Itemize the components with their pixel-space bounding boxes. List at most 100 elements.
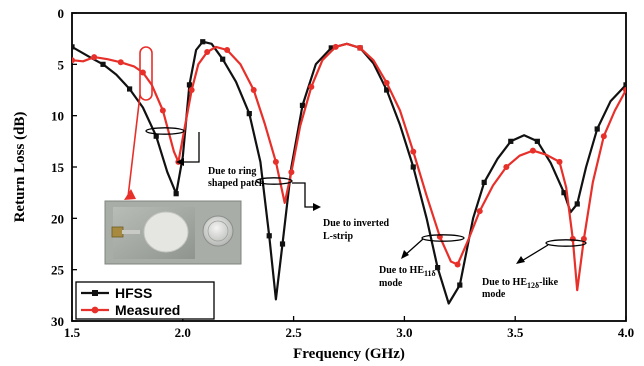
measured-marker <box>569 235 576 242</box>
x-tick-label: 3.0 <box>396 325 412 340</box>
measured-marker <box>159 107 166 114</box>
photo-pointer <box>127 46 153 198</box>
annotation-ring-patch-line2: shaped patch <box>208 178 265 189</box>
measured-marker <box>600 133 607 140</box>
arrow-ring-patch <box>178 132 200 163</box>
hfss-marker <box>220 56 226 62</box>
hfss-marker <box>481 179 487 185</box>
measured-marker <box>117 59 124 66</box>
hfss-marker <box>534 138 540 144</box>
hfss-marker <box>72 44 75 50</box>
annotation-he11-line2: mode <box>379 278 403 289</box>
y-tick-label: 5 <box>58 57 65 72</box>
measured-marker <box>91 306 99 314</box>
hfss-marker <box>410 164 416 170</box>
dra-cylinder <box>143 211 189 253</box>
x-tick-label: 2.5 <box>285 325 302 340</box>
hfss-marker <box>173 191 179 197</box>
arrow-heads <box>176 158 525 264</box>
measured-outline <box>139 46 153 101</box>
measured-marker <box>188 87 195 93</box>
measured-marker <box>91 54 98 61</box>
legend-label: Measured <box>115 302 180 318</box>
measured-marker <box>72 57 75 64</box>
hfss-marker <box>574 201 580 207</box>
measured-marker <box>139 69 146 76</box>
y-tick-label: 30 <box>51 314 64 329</box>
ellipse-he11 <box>421 234 465 242</box>
hfss-marker <box>594 126 600 132</box>
hfss-marker <box>153 133 159 139</box>
annotation-he11-line1: Due to HE11δ <box>379 265 436 278</box>
x-tick-label: 3.5 <box>507 325 524 340</box>
x-tick-label: 4.0 <box>618 325 634 340</box>
measured-marker <box>556 158 563 165</box>
hfss-marker <box>561 190 567 196</box>
measured-marker <box>250 87 257 93</box>
measured-marker <box>308 83 315 90</box>
hfss-marker <box>435 265 441 271</box>
annotation-inverted-l-line1: Due to inverted <box>323 218 390 229</box>
feed-strip <box>122 230 140 234</box>
y-tick-label: 15 <box>51 160 65 175</box>
x-axis-label: Frequency (GHz) <box>293 346 405 362</box>
hfss-marker <box>246 111 252 117</box>
measured-marker <box>357 44 364 51</box>
sma-connector <box>111 226 124 238</box>
hfss-marker <box>127 86 133 92</box>
hfss-marker <box>92 290 98 296</box>
hfss-marker <box>328 45 334 51</box>
hfss-marker <box>100 61 106 67</box>
measured-marker <box>272 158 279 165</box>
y-tick-label: 25 <box>51 263 65 278</box>
measured-marker <box>454 261 461 268</box>
plot-frame <box>71 12 627 322</box>
measured-marker <box>410 148 417 155</box>
x-tick-label: 1.5 <box>64 325 81 340</box>
photo-arrow-line <box>127 94 141 198</box>
y-tick-label: 10 <box>51 109 64 124</box>
measured-marker <box>224 46 231 53</box>
ellipse-inverted-l <box>255 177 293 185</box>
legend-label: HFSS <box>115 285 152 301</box>
y-tick-label: 0 <box>58 6 65 21</box>
photo-arrow-head <box>124 189 136 200</box>
hfss-marker <box>266 233 272 239</box>
legend-box <box>75 281 215 320</box>
arrow-inverted-l <box>292 182 318 208</box>
x-tick-label: 2.0 <box>175 325 191 340</box>
annotation-he12-line1: Due to HE12δ-like <box>482 277 559 290</box>
measured-marker <box>529 147 536 154</box>
ellipse-ring-patch <box>145 127 185 135</box>
hfss-marker <box>299 102 306 108</box>
annotation-ring-patch-line1: Due to ring <box>208 166 256 177</box>
hfss-marker <box>186 82 193 88</box>
axis-ticks: 1.5 2.0 2.5 3.0 3.5 4.0 0 5 10 15 20 25 30 <box>51 6 634 340</box>
hfss-marker <box>200 39 206 45</box>
annotation-inverted-l-line2: L-strip <box>323 231 353 242</box>
annotation-he12-line2: mode <box>482 289 506 300</box>
series-hfss <box>72 39 626 305</box>
y-tick-label: 20 <box>51 211 64 226</box>
measured-marker <box>503 164 510 170</box>
y-axis-label: Return Loss (dB) <box>12 112 28 223</box>
coin-reference <box>202 215 234 247</box>
measured-marker <box>332 43 339 50</box>
measured-marker <box>476 208 483 215</box>
measured-marker <box>623 87 626 93</box>
ellipse-he12 <box>545 239 587 247</box>
annotation-ellipses <box>145 127 587 247</box>
measured-marker <box>204 49 211 56</box>
hfss-marker <box>279 241 286 247</box>
hfss-marker <box>508 138 514 144</box>
arrow-he12 <box>519 244 549 263</box>
prototype-photo <box>104 200 242 265</box>
hfss-marker <box>457 282 463 288</box>
hfss-marker <box>384 87 390 93</box>
hfss-marker <box>623 82 626 88</box>
measured-marker <box>288 169 295 176</box>
measured-marker <box>383 79 390 86</box>
